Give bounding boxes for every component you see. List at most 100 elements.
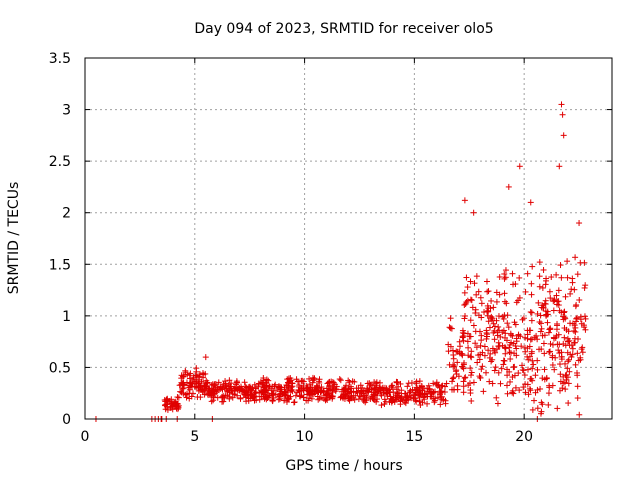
data-point	[388, 395, 395, 402]
data-point	[480, 388, 487, 395]
data-point	[529, 263, 536, 270]
data-point	[524, 327, 531, 334]
data-point	[387, 389, 394, 396]
data-point	[449, 378, 456, 385]
data-point	[451, 363, 458, 370]
data-point	[553, 326, 560, 333]
data-point	[196, 373, 203, 380]
data-point	[510, 390, 517, 397]
data-point	[493, 289, 500, 296]
data-point	[515, 370, 522, 377]
data-point	[397, 401, 404, 408]
data-point	[475, 352, 482, 359]
data-point	[562, 360, 569, 367]
data-point	[294, 378, 301, 385]
data-point	[318, 388, 325, 395]
grid	[85, 58, 612, 419]
data-point	[555, 298, 562, 305]
data-point	[577, 313, 584, 320]
data-point	[449, 347, 456, 354]
data-point	[528, 317, 535, 324]
data-point	[371, 393, 378, 400]
data-point	[462, 301, 469, 308]
data-point	[253, 397, 260, 404]
y-tick-label: 1.5	[49, 257, 71, 273]
data-point	[560, 380, 567, 387]
data-point	[577, 259, 584, 266]
y-axis-label: SRMTID / TECUs	[6, 182, 22, 295]
data-point	[404, 383, 411, 390]
data-point	[306, 389, 313, 396]
data-point	[513, 345, 520, 352]
data-point	[445, 341, 452, 348]
data-point	[536, 273, 543, 280]
data-point	[204, 379, 211, 386]
data-point	[543, 311, 550, 318]
data-point	[533, 332, 540, 339]
data-point	[472, 306, 479, 313]
data-point	[526, 343, 533, 350]
data-point	[543, 375, 550, 382]
data-point	[347, 395, 354, 402]
data-point	[461, 359, 468, 366]
data-point	[524, 381, 531, 388]
data-point	[529, 365, 536, 372]
data-point	[483, 278, 490, 285]
data-point	[497, 380, 504, 387]
data-point	[463, 274, 470, 281]
data-point	[564, 349, 571, 356]
data-point	[424, 400, 431, 407]
data-point	[478, 314, 485, 321]
data-point	[212, 380, 219, 387]
data-point	[473, 273, 480, 280]
data-point	[215, 387, 222, 394]
data-point	[502, 345, 509, 352]
data-point	[570, 327, 577, 334]
data-point	[582, 282, 589, 289]
data-point	[521, 372, 528, 379]
data-point	[261, 395, 268, 402]
data-point	[513, 352, 520, 359]
data-point	[522, 389, 529, 396]
data-point	[561, 308, 568, 315]
data-point	[305, 397, 312, 404]
data-point	[175, 394, 182, 401]
data-point	[481, 352, 488, 359]
data-point	[479, 363, 486, 370]
data-point	[245, 385, 252, 392]
data-point	[287, 375, 294, 382]
data-point	[578, 320, 585, 327]
data-point	[581, 313, 588, 320]
data-point	[562, 386, 569, 393]
data-point	[536, 283, 543, 290]
data-point	[502, 330, 509, 337]
data-point	[218, 393, 225, 400]
data-point	[265, 387, 272, 394]
data-point	[455, 373, 462, 380]
data-point	[467, 365, 474, 372]
data-point	[558, 274, 565, 281]
data-point	[202, 354, 209, 361]
data-point	[322, 392, 329, 399]
data-point	[485, 318, 492, 325]
data-point	[528, 291, 535, 298]
data-point	[528, 309, 535, 316]
data-point	[193, 372, 200, 379]
data-point	[540, 266, 547, 273]
data-point	[537, 410, 544, 417]
data-point	[300, 394, 307, 401]
data-point	[564, 258, 571, 265]
data-point	[477, 294, 484, 301]
data-point	[486, 378, 493, 385]
data-point	[324, 380, 331, 387]
data-point	[558, 309, 565, 316]
data-point	[416, 398, 423, 405]
data-point	[502, 274, 509, 281]
data-point	[333, 386, 340, 393]
data-point	[562, 372, 569, 379]
data-point	[507, 330, 514, 337]
data-point	[430, 380, 437, 387]
data-point	[541, 366, 548, 373]
data-point	[575, 357, 582, 364]
data-point	[465, 344, 472, 351]
